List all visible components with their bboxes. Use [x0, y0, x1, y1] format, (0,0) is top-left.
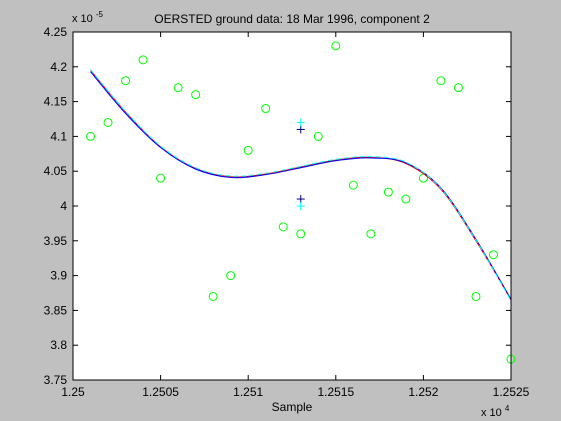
data-point: [366, 229, 376, 239]
y-tick-label: 4: [60, 199, 67, 213]
x-exponent-base: x 10: [481, 407, 502, 419]
data-point: [313, 131, 323, 141]
y-tick-label: 3.95: [44, 234, 68, 248]
plus-marker: [296, 202, 305, 210]
y-tick-label: 3.75: [44, 373, 68, 387]
series-line-3: [90, 69, 512, 301]
x-tick-label: 1.2525: [493, 385, 530, 399]
x-tick-label: 1.2505: [142, 385, 179, 399]
data-point: [261, 104, 271, 114]
data-point: [243, 145, 253, 155]
plus-marker: [296, 125, 305, 134]
y-tick-label: 4.25: [44, 25, 68, 39]
data-point: [471, 291, 481, 301]
y-tick-label: 4.05: [44, 164, 68, 178]
data-point: [348, 180, 358, 190]
y-tick-label: 3.8: [50, 338, 67, 352]
y-tick-label: 4.2: [50, 60, 67, 74]
series-layer: [86, 41, 516, 364]
x-tick-label: 1.25: [61, 385, 85, 399]
data-point: [436, 76, 446, 86]
data-point: [331, 41, 341, 51]
x-exponent-power: 4: [505, 404, 510, 413]
x-tick-label: 1.251: [233, 385, 263, 399]
y-exponent-power: -5: [96, 10, 104, 19]
data-point: [173, 83, 183, 93]
data-point: [191, 90, 201, 100]
data-point: [103, 117, 113, 127]
y-exponent-base: x 10: [72, 13, 93, 25]
y-tick-label: 3.85: [44, 303, 68, 317]
y-tick-label: 4.15: [44, 95, 68, 109]
x-axis-label: Sample: [272, 400, 313, 414]
plus-marker: [296, 195, 305, 204]
data-point: [208, 291, 218, 301]
x-axis: 1.25 1.2505 1.251 1.2515 1.252 1.2525: [61, 32, 530, 399]
data-point: [156, 173, 166, 183]
data-point: [453, 83, 463, 93]
data-point: [86, 131, 96, 141]
y-exponent-label: x 10 -5: [72, 10, 104, 25]
data-point: [226, 271, 236, 281]
data-point: [383, 187, 393, 197]
data-point: [488, 250, 498, 260]
y-tick-label: 4.1: [50, 129, 67, 143]
data-point: [296, 229, 306, 239]
plus-marker: [296, 118, 305, 127]
y-axis: 3.75 3.8 3.85 3.9 3.95 4 4.05 4.1 4.15 4.2 4.25: [44, 25, 511, 387]
x-tick-label: 1.252: [408, 385, 438, 399]
x-tick-label: 1.2515: [317, 385, 354, 399]
plot-area: [73, 32, 511, 380]
data-point: [121, 76, 131, 86]
data-point: [138, 55, 148, 65]
data-point: [278, 222, 288, 232]
data-point: [401, 194, 411, 204]
y-tick-label: 3.9: [50, 269, 67, 283]
chart-title: OERSTED ground data: 18 Mar 1996, compon…: [154, 12, 430, 26]
x-exponent-label: x 10 4: [481, 404, 510, 419]
